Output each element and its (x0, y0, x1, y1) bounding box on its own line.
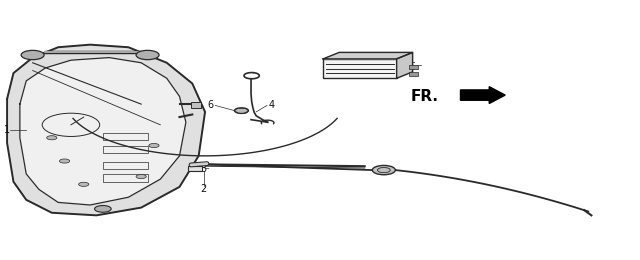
Circle shape (79, 182, 89, 186)
Circle shape (47, 136, 57, 140)
Text: 3: 3 (201, 164, 207, 174)
Bar (103, 133, 148, 140)
Circle shape (149, 144, 159, 148)
FancyArrow shape (461, 87, 505, 103)
Polygon shape (323, 53, 413, 59)
Circle shape (136, 50, 159, 60)
Text: 2: 2 (201, 185, 207, 194)
Polygon shape (20, 57, 186, 205)
Bar (103, 174, 148, 182)
Text: FR.: FR. (410, 89, 438, 104)
Text: 5: 5 (410, 62, 415, 72)
Text: 6: 6 (207, 100, 213, 110)
Bar (103, 146, 148, 153)
Circle shape (95, 205, 111, 212)
Polygon shape (7, 45, 205, 215)
Polygon shape (397, 53, 413, 78)
Text: 1: 1 (4, 125, 10, 135)
Bar (323, 59, 397, 78)
Circle shape (21, 50, 44, 60)
Bar (103, 161, 148, 169)
Circle shape (372, 165, 396, 175)
Bar (188, 166, 202, 171)
Circle shape (234, 108, 248, 113)
Bar (191, 102, 200, 108)
Bar (410, 72, 419, 76)
Bar (410, 64, 419, 69)
Circle shape (60, 159, 70, 163)
Circle shape (136, 174, 147, 179)
Text: 4: 4 (269, 100, 275, 110)
